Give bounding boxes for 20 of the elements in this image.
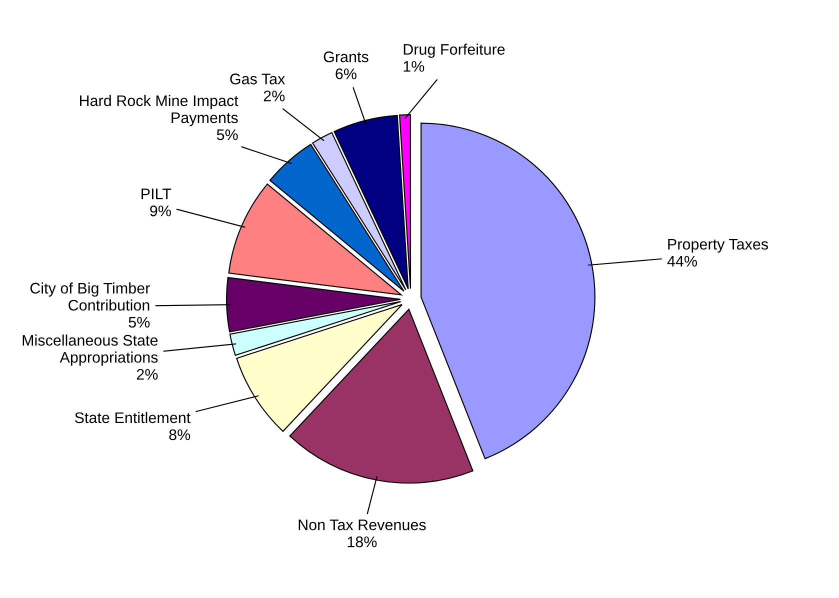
data-label: 6%: [336, 68, 356, 80]
data-label: 18%: [348, 536, 377, 548]
slice-label: PILT: [142, 188, 172, 200]
data-label: 2%: [136, 368, 158, 380]
slice-label: Grants: [324, 51, 368, 62]
data-label: 5%: [216, 129, 238, 140]
data-label: 9%: [150, 206, 171, 216]
slice-label: State Entitlement: [75, 412, 191, 424]
data-label: 1%: [404, 61, 424, 72]
slice-label: Non Tax Revenues: [298, 520, 426, 530]
data-label: 2%: [264, 90, 285, 102]
slice-label: Gas Tax: [230, 74, 286, 84]
slice-label: City of Big Timber Contribution: [30, 282, 150, 311]
data-label: 8%: [169, 429, 190, 440]
data-label: 5%: [128, 316, 150, 328]
data-label: 44%: [667, 256, 697, 267]
slice-label: Miscellaneous State Appropriations: [22, 334, 158, 366]
slice-label: Hard Rock Mine Impact Payments: [80, 94, 238, 126]
slice-label: Property Taxes: [668, 238, 768, 253]
slice-label: Drug Forfeiture: [404, 44, 505, 58]
